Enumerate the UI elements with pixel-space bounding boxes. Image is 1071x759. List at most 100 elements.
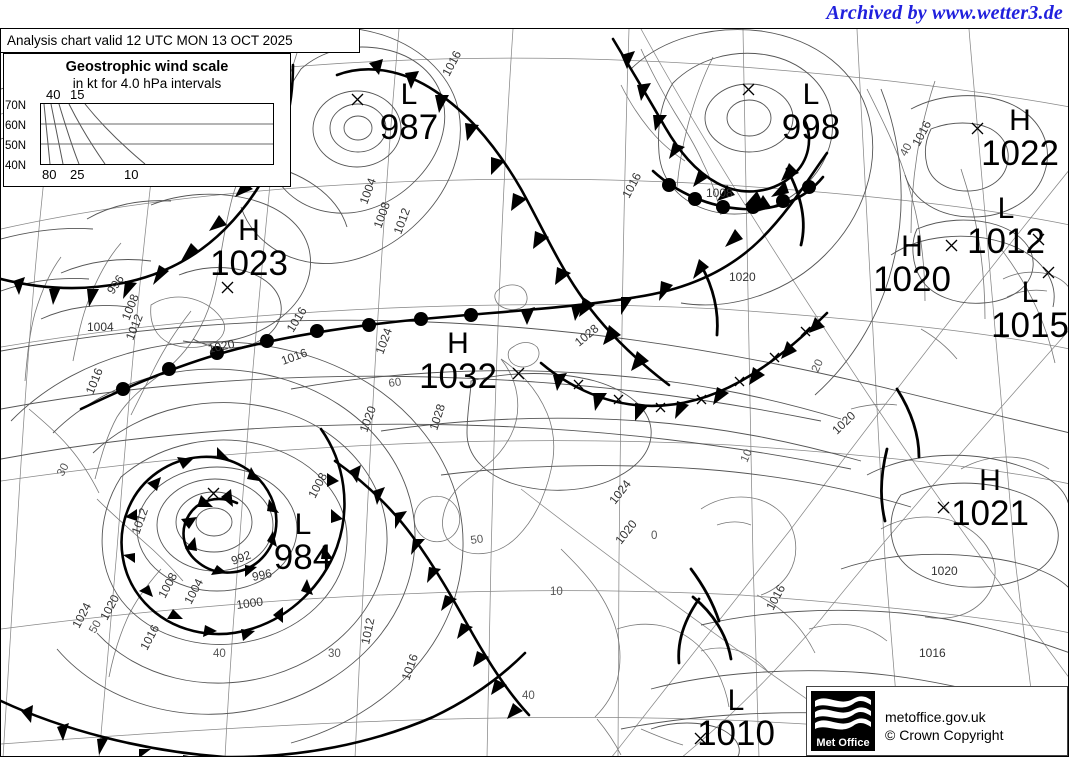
pressure-value: 987: [379, 108, 439, 147]
svg-text:1016: 1016: [439, 48, 464, 78]
pressure-centre-l-1015: L 1015: [986, 276, 1071, 345]
met-office-text: metoffice.gov.uk © Crown Copyright: [879, 687, 1067, 755]
svg-text:50: 50: [470, 533, 484, 547]
pressure-centre-h-1020: H 1020: [868, 230, 956, 298]
met-office-url: metoffice.gov.uk: [885, 709, 986, 725]
svg-text:40: 40: [898, 141, 915, 158]
pressure-type-letter: L: [1021, 276, 1039, 309]
pressure-type-letter: L: [802, 78, 820, 111]
pressure-value: 1015: [991, 306, 1069, 345]
svg-text:1016: 1016: [137, 622, 162, 652]
pressure-type-letter: H: [447, 327, 469, 360]
svg-text:1016: 1016: [284, 304, 310, 334]
svg-text:10: 10: [739, 448, 755, 465]
svg-text:1016: 1016: [619, 170, 644, 200]
graticule-labels: 60 50 40 30 40 50 10 10 20 0 40 30: [55, 141, 915, 702]
wind-scale-title: Geostrophic wind scale: [65, 59, 229, 75]
pressure-type-letter: L: [400, 78, 418, 111]
pressure-type-letter: H: [1009, 104, 1031, 137]
svg-text:992: 992: [229, 548, 253, 568]
svg-text:1004: 1004: [357, 176, 379, 206]
svg-text:40: 40: [522, 690, 535, 702]
svg-text:1028: 1028: [572, 321, 602, 349]
met-office-logo-icon: Met Office: [811, 691, 875, 751]
svg-text:1016: 1016: [763, 582, 788, 612]
svg-text:1024: 1024: [606, 477, 634, 507]
pressure-value: 1032: [419, 357, 497, 396]
svg-text:0: 0: [651, 530, 657, 542]
pressure-type-letter: L: [294, 508, 312, 541]
wind-scale-bot-80: 80: [42, 167, 57, 182]
occluded-front-ne: [539, 311, 829, 421]
svg-text:1016: 1016: [83, 366, 106, 396]
svg-text:30: 30: [328, 648, 341, 660]
pressure-type-letter: H: [979, 464, 1001, 497]
chart-title-bar: Analysis chart valid 12 UTC MON 13 OCT 2…: [0, 28, 360, 53]
svg-text:30: 30: [55, 461, 72, 478]
svg-text:1020: 1020: [729, 270, 756, 284]
svg-text:1012: 1012: [358, 616, 377, 645]
cold-front-sw: [1, 651, 527, 756]
svg-text:1008: 1008: [706, 186, 733, 200]
wind-scale-top-40: 40: [46, 87, 61, 102]
wind-scale-lat-50n: 50N: [5, 140, 27, 152]
pressure-centre-h-1022: H 1022: [976, 104, 1064, 173]
svg-text:1004: 1004: [87, 320, 114, 334]
svg-text:50: 50: [87, 618, 104, 635]
pressure-value: 1010: [697, 714, 775, 753]
chart-title: Analysis chart valid 12 UTC MON 13 OCT 2…: [7, 33, 293, 48]
svg-text:20: 20: [810, 358, 826, 375]
wind-scale-bot-10: 10: [124, 167, 139, 182]
pressure-type-letter: L: [997, 192, 1015, 225]
svg-text:1020: 1020: [829, 408, 858, 437]
pressure-value: 1022: [981, 134, 1059, 173]
isobars: [1, 29, 1068, 756]
cold-front-987: [335, 59, 671, 387]
pressure-centre-l-1012: L 1012: [962, 192, 1050, 261]
svg-text:1008: 1008: [155, 570, 180, 600]
pressure-centre-h-1021: H 1021: [946, 464, 1034, 533]
wind-scale-lat-70n: 70N: [5, 100, 27, 112]
wind-scale-lat-60n: 60N: [5, 120, 27, 132]
svg-text:1008: 1008: [305, 470, 330, 500]
wind-scale-bot-25: 25: [70, 167, 85, 182]
svg-text:10: 10: [550, 586, 563, 598]
wind-scale-graph: [40, 103, 274, 165]
pressure-value: 1012: [967, 222, 1045, 261]
svg-text:1000: 1000: [235, 594, 264, 612]
svg-text:60: 60: [388, 376, 402, 390]
svg-text:1020: 1020: [931, 564, 958, 578]
pressure-value: 998: [781, 108, 841, 147]
svg-text:1008: 1008: [371, 200, 393, 230]
svg-text:996: 996: [104, 272, 127, 297]
wind-scale-top-15: 15: [70, 87, 85, 102]
svg-text:1016: 1016: [399, 652, 421, 682]
archive-banner: Archived by www.wetter3.de: [0, 0, 1071, 28]
pressure-centre-h-1023: H 1023: [205, 214, 293, 282]
svg-text:1012: 1012: [391, 206, 413, 236]
svg-text:1004: 1004: [181, 576, 206, 606]
pressure-type-letter: H: [901, 230, 923, 263]
pressure-type-letter: L: [727, 684, 745, 717]
pressure-centre-markers: [207, 83, 1055, 745]
map-frame: .iso{fill:none;stroke:#555;stroke-width:…: [0, 28, 1069, 757]
svg-text:1020: 1020: [357, 404, 379, 434]
svg-text:40: 40: [213, 648, 226, 660]
svg-text:996: 996: [251, 566, 274, 584]
pressure-value: 984: [273, 538, 333, 577]
pressure-centre-l-984: L 984: [266, 508, 340, 577]
svg-text:1016: 1016: [919, 646, 946, 660]
svg-text:1012: 1012: [129, 506, 151, 536]
pressure-centre-h-1032: H 1032: [414, 327, 502, 396]
pressure-value: 1021: [951, 494, 1029, 533]
svg-text:1024: 1024: [373, 326, 395, 356]
svg-text:1016: 1016: [909, 118, 934, 148]
met-office-logo-panel: Met Office metoffice.gov.uk © Crown Copy…: [806, 686, 1068, 756]
troughs: [677, 167, 921, 665]
archive-text: Archived by www.wetter3.de: [826, 2, 1063, 24]
pressure-centre-l-987: L 987: [374, 78, 444, 147]
geostrophic-wind-scale: Geostrophic wind scale in kt for 4.0 hPa…: [3, 53, 291, 187]
pressure-type-letter: H: [238, 214, 260, 247]
wind-scale-subtitle: in kt for 4.0 hPa intervals: [72, 76, 222, 91]
